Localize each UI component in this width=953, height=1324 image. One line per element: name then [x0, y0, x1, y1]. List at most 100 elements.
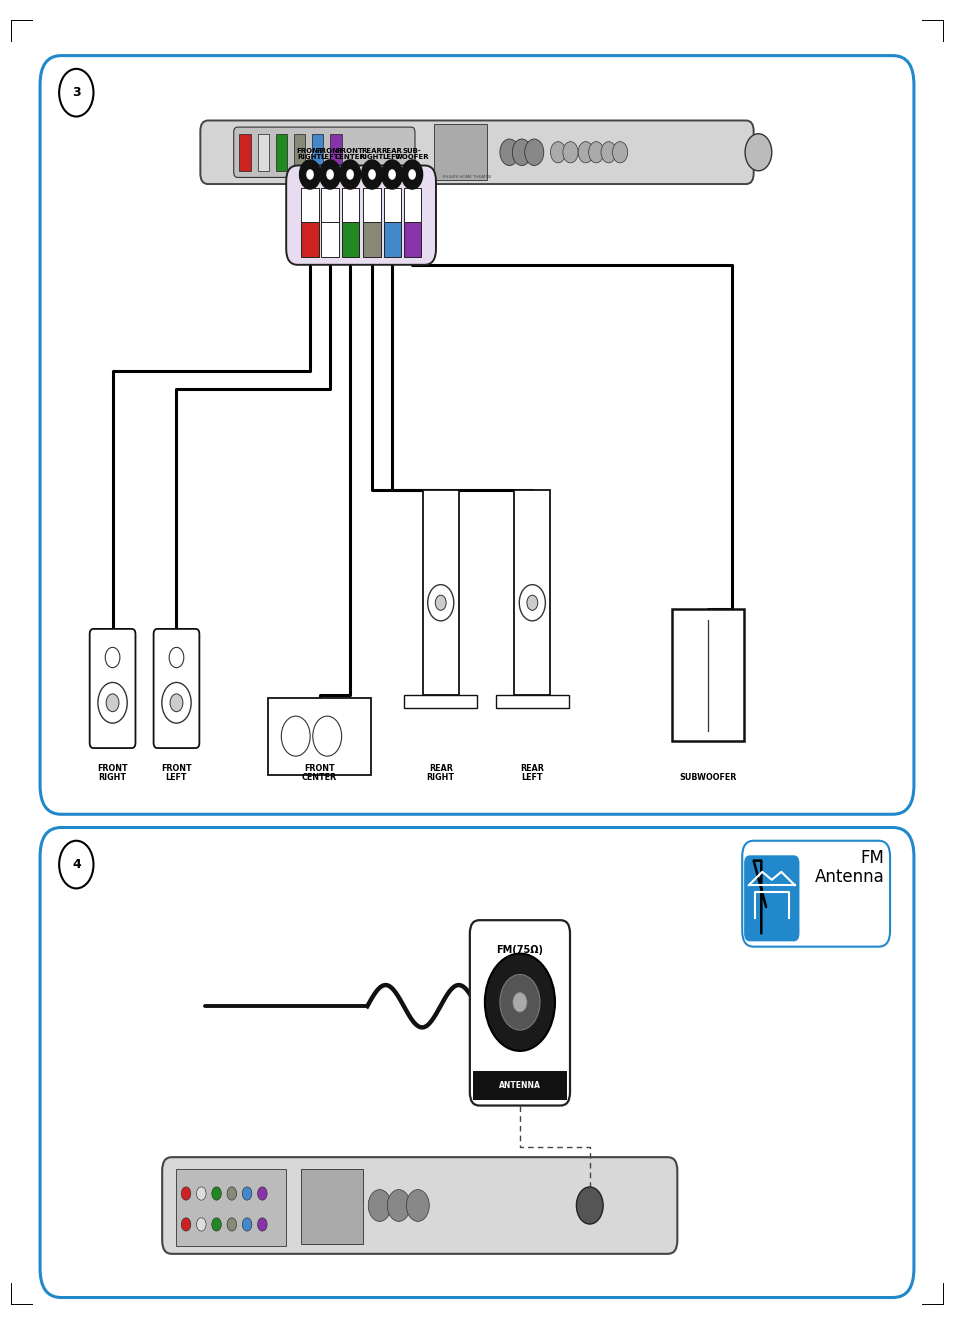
Circle shape [169, 647, 184, 667]
Circle shape [196, 1186, 206, 1200]
FancyBboxPatch shape [200, 120, 753, 184]
Bar [294, 134, 305, 171]
Circle shape [588, 142, 603, 163]
Bar [301, 188, 318, 222]
Circle shape [368, 1190, 391, 1221]
Circle shape [388, 169, 395, 180]
Bar [330, 134, 341, 171]
Text: FRONT
LEFT: FRONT LEFT [161, 764, 192, 782]
Text: FRONT
RIGHT: FRONT RIGHT [296, 148, 323, 160]
Bar [363, 188, 380, 222]
Circle shape [105, 647, 120, 667]
Circle shape [281, 716, 310, 756]
Circle shape [313, 716, 341, 756]
Circle shape [526, 596, 537, 610]
FancyBboxPatch shape [153, 629, 199, 748]
FancyBboxPatch shape [233, 127, 415, 177]
FancyBboxPatch shape [40, 56, 913, 814]
Bar [403, 188, 420, 222]
Circle shape [744, 134, 771, 171]
Bar [473, 1071, 566, 1100]
Circle shape [368, 169, 375, 180]
Circle shape [227, 1218, 236, 1231]
Circle shape [406, 1190, 429, 1221]
Circle shape [612, 142, 627, 163]
Text: FRONT
LEFT: FRONT LEFT [316, 148, 343, 160]
Circle shape [181, 1218, 191, 1231]
Text: REAR
RIGHT: REAR RIGHT [359, 148, 384, 160]
Text: FRONT
RIGHT: FRONT RIGHT [97, 764, 128, 782]
Circle shape [162, 682, 191, 723]
Text: FM(75Ω): FM(75Ω) [496, 945, 543, 955]
Circle shape [576, 1188, 602, 1223]
Circle shape [524, 139, 543, 166]
Bar [257, 134, 269, 171]
Text: REAR
LEFT: REAR LEFT [381, 148, 402, 160]
Bar [321, 188, 338, 222]
Bar [404, 695, 476, 708]
Circle shape [257, 1218, 267, 1231]
Circle shape [319, 160, 340, 189]
Text: FM
Antenna: FM Antenna [814, 849, 883, 886]
Bar [363, 222, 380, 257]
FancyBboxPatch shape [90, 629, 135, 748]
Bar [671, 609, 743, 741]
Bar [403, 222, 420, 257]
Circle shape [513, 993, 526, 1012]
Bar [383, 188, 400, 222]
Circle shape [242, 1186, 252, 1200]
Circle shape [408, 169, 416, 180]
Circle shape [518, 585, 545, 621]
Circle shape [600, 142, 616, 163]
Circle shape [346, 169, 354, 180]
Circle shape [181, 1186, 191, 1200]
Bar [341, 222, 358, 257]
Circle shape [59, 69, 93, 117]
Text: SUB-
WOOFER: SUB- WOOFER [395, 148, 429, 160]
FancyBboxPatch shape [743, 855, 799, 941]
Text: 3: 3 [71, 86, 81, 99]
Circle shape [170, 694, 183, 712]
Text: FRONT
CENTER: FRONT CENTER [335, 148, 365, 160]
Bar [239, 134, 251, 171]
Bar [383, 222, 400, 257]
Circle shape [242, 1218, 252, 1231]
Circle shape [387, 1190, 410, 1221]
Bar [422, 490, 458, 695]
Circle shape [562, 142, 578, 163]
Circle shape [512, 139, 531, 166]
Bar [275, 134, 287, 171]
Bar [514, 490, 550, 695]
Circle shape [499, 139, 518, 166]
Bar [496, 695, 568, 708]
FancyBboxPatch shape [469, 920, 570, 1106]
Circle shape [550, 142, 565, 163]
Bar [268, 698, 371, 775]
Text: ANTENNA: ANTENNA [498, 1082, 540, 1090]
Text: REAR
RIGHT: REAR RIGHT [426, 764, 455, 782]
Circle shape [339, 160, 360, 189]
Circle shape [196, 1218, 206, 1231]
FancyBboxPatch shape [286, 166, 436, 265]
FancyBboxPatch shape [40, 828, 913, 1298]
Circle shape [227, 1186, 236, 1200]
Text: PHILIPS HOME THEATRE: PHILIPS HOME THEATRE [443, 175, 491, 179]
Bar [341, 188, 358, 222]
Bar [434, 124, 486, 180]
Circle shape [381, 160, 402, 189]
Circle shape [326, 169, 334, 180]
Text: SUBWOOFER: SUBWOOFER [679, 773, 736, 782]
Text: 4: 4 [71, 858, 81, 871]
Bar [312, 134, 323, 171]
Circle shape [212, 1186, 221, 1200]
Circle shape [59, 841, 93, 888]
FancyBboxPatch shape [162, 1157, 677, 1254]
Bar [321, 222, 338, 257]
Bar [301, 222, 318, 257]
Circle shape [427, 585, 454, 621]
Circle shape [306, 169, 314, 180]
Circle shape [435, 596, 446, 610]
Circle shape [499, 974, 539, 1030]
Circle shape [361, 160, 382, 189]
Bar [300, 1169, 362, 1245]
